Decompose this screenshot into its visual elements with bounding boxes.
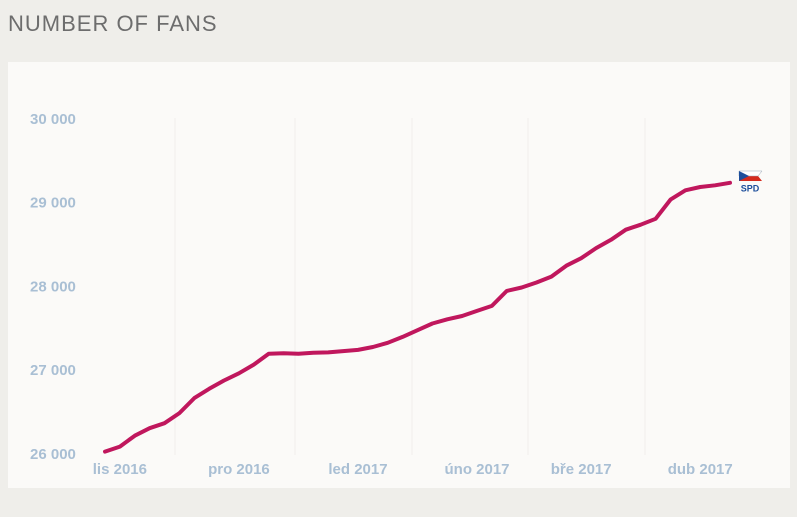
- x-tick-label: pro 2016: [208, 461, 270, 478]
- plot-panel: [8, 62, 790, 488]
- x-tick-label: bře 2017: [551, 461, 612, 478]
- party-logo: [738, 170, 763, 181]
- x-tick-label: lis 2016: [93, 461, 147, 478]
- y-tick-label: 27 000: [30, 362, 76, 379]
- y-tick-label: 26 000: [30, 446, 76, 463]
- series-label: SPD: [741, 183, 760, 193]
- y-tick-label: 29 000: [30, 195, 76, 212]
- flag-triangle: [739, 171, 749, 181]
- month-dividers: [174, 118, 646, 455]
- x-tick-label: led 2017: [328, 461, 387, 478]
- chart-title: NUMBER OF FANS: [8, 11, 218, 36]
- x-tick-label: úno 2017: [445, 461, 510, 478]
- y-tick-label: 30 000: [30, 111, 76, 128]
- x-tick-label: dub 2017: [668, 461, 733, 478]
- y-tick-label: 28 000: [30, 278, 76, 295]
- fan-line: [103, 180, 732, 454]
